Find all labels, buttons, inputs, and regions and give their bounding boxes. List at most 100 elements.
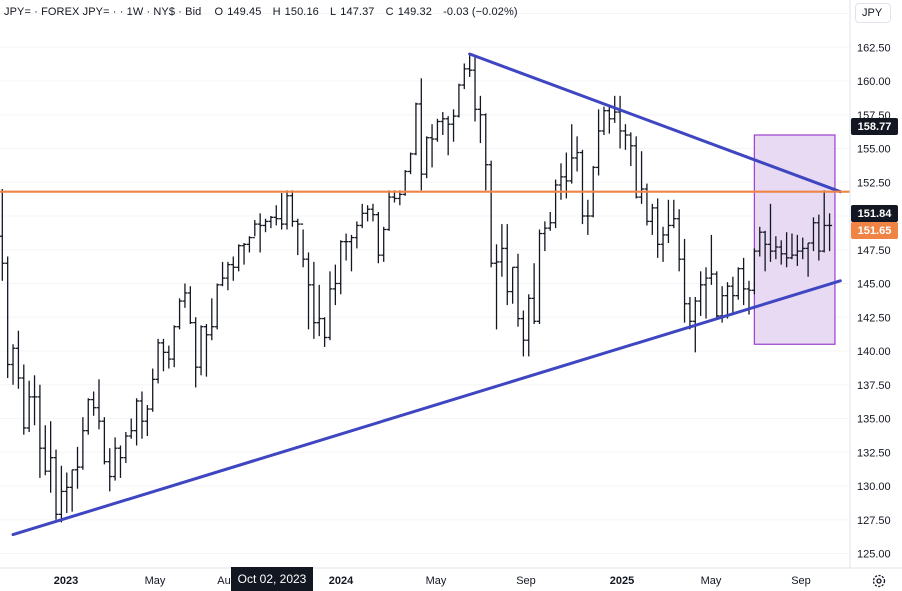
ohlc-bar: [75, 446, 81, 489]
ohlc-bar: [397, 190, 403, 206]
ohlc-bar: [445, 116, 451, 156]
ohlc-bar: [499, 224, 505, 277]
price-axis[interactable]: 165.00162.50160.00157.50155.00152.50150.…: [857, 9, 891, 561]
drawing-lines[interactable]: [0, 52, 850, 537]
ohlc-bar: [477, 95, 483, 144]
ohlc-bar: [300, 223, 306, 268]
time-tick-label: Sep: [516, 575, 536, 587]
ohlc-bar: [85, 398, 91, 435]
time-tick-label: 2025: [610, 575, 634, 587]
ohlc-bar: [800, 237, 806, 260]
ohlc-bar: [639, 151, 645, 204]
ohlc-bar: [182, 283, 188, 308]
ohlc-bar: [338, 240, 344, 295]
ohlc-bar: [263, 218, 269, 233]
time-tick-label: May: [426, 575, 447, 587]
ohlc-bar: [671, 199, 677, 229]
ohlc-bar: [354, 221, 360, 249]
ohlc-bar: [375, 211, 381, 264]
ohlc-bar: [687, 297, 693, 330]
price-tick-label: 130.00: [857, 481, 891, 493]
ohlc-bar: [370, 203, 376, 222]
chart-grid: [0, 13, 850, 554]
settings-gear-icon[interactable]: [871, 573, 887, 589]
ohlc-bar: [381, 226, 387, 262]
ohlc-bar: [451, 109, 457, 142]
ohlc-bar: [96, 379, 102, 430]
ohlc-bar: [123, 432, 129, 464]
high-value: H 150.16: [272, 6, 319, 18]
ohlc-bar: [574, 136, 580, 172]
ohlc-bar: [203, 324, 209, 377]
price-tick-label: 125.00: [857, 549, 891, 561]
ohlc-bar: [128, 418, 134, 439]
ohlc-bar: [676, 209, 682, 272]
ohlc-bar: [91, 391, 97, 416]
ohlc-bar: [757, 226, 763, 257]
price-tick-label: 145.00: [857, 279, 891, 291]
ohlc-bar: [429, 124, 435, 168]
ohlc-bar: [633, 136, 639, 199]
price-tick-label: 132.50: [857, 447, 891, 459]
ohlc-bar: [236, 244, 242, 272]
ohlc-bar: [26, 380, 32, 432]
ohlc-bar: [778, 240, 784, 265]
currency-button[interactable]: JPY: [855, 3, 891, 23]
ohlc-bar: [520, 310, 526, 357]
price-tag-orange: 151.65: [851, 222, 898, 239]
ohlc-bar: [735, 267, 741, 300]
ohlc-bar: [434, 118, 440, 142]
ohlc-bar: [316, 284, 322, 337]
ohlc-bar: [134, 398, 140, 446]
ohlc-bar: [579, 149, 585, 225]
ohlc-bar: [617, 95, 623, 149]
ohlc-bar: [628, 132, 634, 167]
ohlc-bar: [655, 198, 661, 258]
ohlc-bar: [488, 160, 494, 268]
price-tag-top: 158.77: [851, 118, 898, 135]
price-tick-label: 127.50: [857, 515, 891, 527]
ohlc-bar: [644, 183, 650, 226]
close-value: C 149.32: [385, 6, 432, 18]
ohlc-bar: [413, 102, 419, 156]
ohlc-bar: [708, 234, 714, 285]
ohlc-bar: [418, 78, 424, 191]
ohlc-bar: [714, 271, 720, 319]
ohlc-bar: [144, 405, 150, 437]
ohlc-bar: [252, 220, 258, 239]
ohlc-bar: [703, 267, 709, 319]
ohlc-bar: [322, 317, 328, 347]
time-tick-label: Au: [217, 575, 230, 587]
crosshair-date-label: Oct 02, 2023: [231, 567, 313, 591]
ohlc-bar: [209, 298, 215, 341]
time-tick-label: 2024: [329, 575, 354, 587]
ohlc-bar: [665, 199, 671, 243]
ohlc-bar: [348, 234, 354, 272]
ohlc-bar: [510, 266, 516, 304]
ohlc-bar: [440, 112, 446, 135]
ohlc-bar: [531, 263, 537, 324]
ohlc-bar: [467, 55, 473, 77]
ohlc-bar: [112, 437, 118, 481]
low-value: L 147.37: [330, 6, 375, 18]
ohlc-bar: [386, 190, 392, 231]
ohlc-bar: [42, 425, 48, 476]
ohlc-bar: [5, 256, 11, 378]
ohlc-bar: [547, 211, 553, 231]
ohlc-bar: [32, 375, 38, 426]
ohlc-bar: [332, 264, 338, 306]
price-tick-label: 147.50: [857, 245, 891, 257]
ohlc-bar: [80, 417, 86, 470]
symbol-description[interactable]: JPY= · FOREX JPY= · · 1W · NY$ · Bid: [4, 6, 202, 18]
ohlc-bar: [53, 449, 59, 520]
ohlc-bar: [289, 190, 295, 227]
time-axis[interactable]: 2023 May Au 2024 May Sep 2025 May Sep: [54, 575, 811, 587]
ohlc-bar: [187, 286, 193, 324]
symbol-legend: JPY= · FOREX JPY= · · 1W · NY$ · Bid O 14…: [4, 6, 522, 18]
ohlc-bar: [37, 384, 43, 478]
ohlc-bar: [246, 236, 252, 253]
ohlc-bar: [773, 236, 779, 260]
ohlc-bar: [741, 257, 747, 306]
ohlc-bar: [257, 213, 263, 253]
